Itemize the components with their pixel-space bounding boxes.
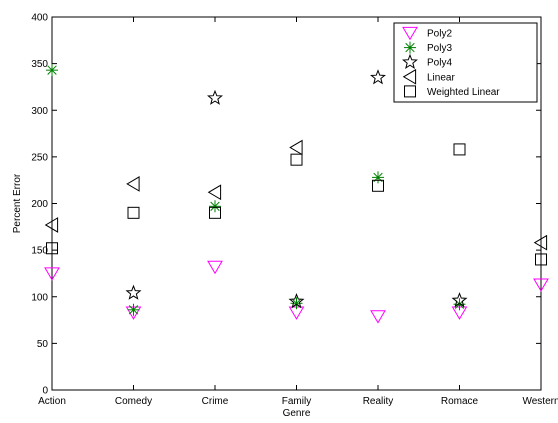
data-point [46,64,58,77]
series-linear [44,139,548,251]
x-axis: Action Comedy Crime Family Reality Romace West… [38,17,558,407]
legend-label: Poly3 [427,43,452,54]
data-point [46,242,58,255]
data-point [535,253,547,266]
legend-marker [402,53,418,69]
y-tick-label: 300 [31,106,48,117]
y-tick-label: 200 [31,199,48,210]
data-point [370,69,386,85]
data-point [44,267,60,281]
y-tick-label: 350 [31,59,48,70]
y-tick-label: 50 [37,339,49,350]
x-tick-label: Action [38,396,66,407]
legend-label: Linear [427,72,455,83]
legend-box [393,22,538,103]
data-point [451,292,468,308]
legend-item: Weighted Linear [404,85,500,98]
data-point [372,171,384,184]
data-point [209,206,221,219]
y-tick-label: 150 [31,246,48,257]
legend-item: Poly2 [402,26,452,41]
data-point [209,200,221,213]
legend-item: Poly4 [402,53,452,69]
data-point [126,176,140,192]
y-tick-label: 400 [31,13,48,24]
legend-marker [404,85,416,98]
x-tick-label: Crime [202,396,229,407]
y-tick-label: 100 [31,292,48,303]
legend-marker [402,26,418,41]
data-points [44,64,549,324]
y-tick-label: 0 [42,386,48,397]
x-tick-label: Comedy [115,396,152,407]
series-poly4 [125,69,468,309]
data-point [370,310,386,324]
data-point [289,139,303,156]
legend-label: Weighted Linear [427,87,500,98]
data-point [290,153,303,166]
legend-item: Poly3 [404,41,452,54]
data-point [372,179,384,192]
series-weighted-linear [46,143,547,266]
x-tick-label: Romace [441,396,479,407]
data-point [288,293,305,309]
y-axis-title: Percent Error [12,173,23,233]
data-point [207,260,223,275]
data-point [533,278,549,292]
data-point [125,284,142,300]
y-axis: 0 50 100 150 200 250 300 350 400 [31,13,541,397]
data-point [453,143,466,156]
legend-marker [402,68,417,85]
legend-label: Poly2 [427,29,452,40]
data-point [207,184,222,201]
x-axis-title: Genre [283,408,311,419]
data-point [127,303,140,316]
legend-label: Poly4 [427,58,452,69]
x-tick-label: Western [522,396,558,407]
y-tick-label: 250 [31,152,48,163]
legend: Poly2 Poly3 Poly4 Linear Weighted Linear [393,22,538,103]
data-point [127,206,140,219]
x-tick-label: Family [282,396,311,407]
x-tick-label: Reality [363,396,394,407]
data-point [533,234,548,251]
data-point [207,89,223,105]
data-point [44,217,59,233]
legend-item: Linear [402,68,455,85]
legend-marker [404,41,416,54]
